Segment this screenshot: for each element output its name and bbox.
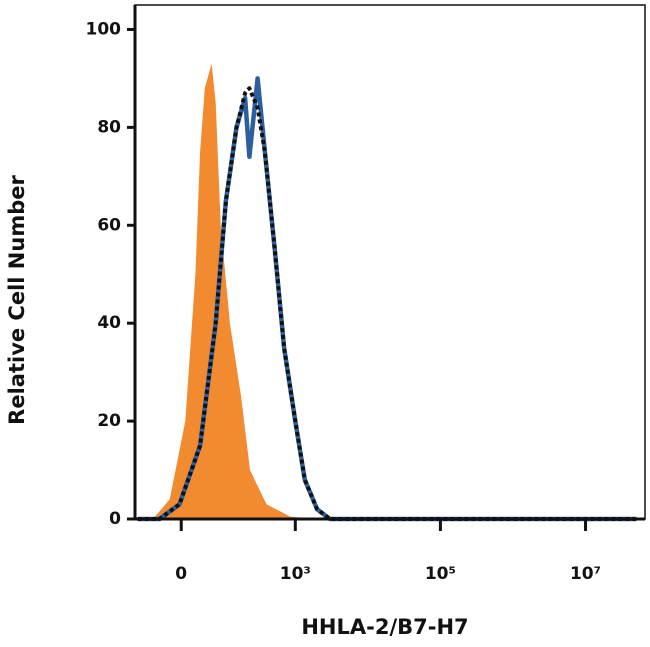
- x-tick-label: 10³: [280, 564, 311, 584]
- histogram-dotted-line: [137, 86, 637, 521]
- y-tick-label: 40: [97, 313, 121, 333]
- y-tick-label: 60: [97, 215, 121, 235]
- y-tick-label: 80: [97, 117, 121, 137]
- x-tick-label: 0: [175, 564, 187, 584]
- y-axis-title: Relative Cell Number: [5, 175, 29, 425]
- y-tick-label: 20: [97, 411, 121, 431]
- histogram-area: [137, 63, 637, 519]
- x-axis-title: HHLA-2/B7-H7: [301, 615, 468, 639]
- plot-area: 0 20 40 60 80 100 0 10³ 10⁵ 10⁷: [86, 4, 646, 584]
- y-tick-label: 100: [86, 19, 122, 39]
- x-tick-label: 10⁷: [570, 564, 601, 584]
- y-tick-label: 0: [109, 509, 121, 529]
- x-tick-label: 10⁵: [425, 564, 456, 584]
